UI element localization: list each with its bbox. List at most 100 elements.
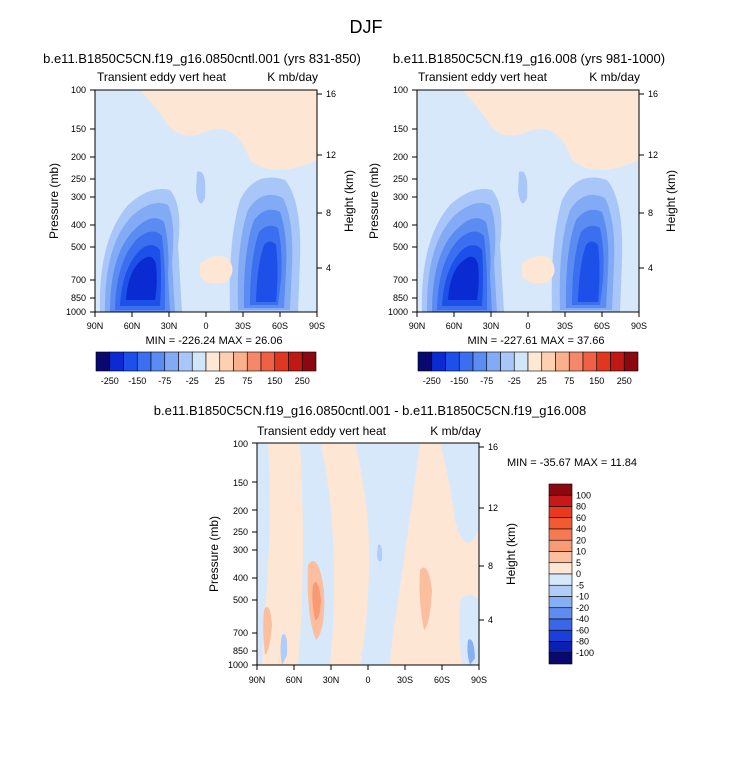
y-tick-label: 700 — [71, 275, 86, 285]
y-tick-label: 700 — [233, 628, 248, 638]
x-tick-label: 60S — [272, 321, 288, 331]
y-tick-label: 700 — [393, 275, 408, 285]
panel-3-title: b.e11.B1850C5CN.f19_g16.0850cntl.001 - b… — [154, 403, 586, 418]
colorbar-box — [541, 351, 556, 372]
colorbar-box — [205, 351, 221, 372]
colorbar-label: -10 — [576, 592, 589, 602]
y-tick-label: 850 — [233, 646, 248, 656]
y-tick-label: 850 — [393, 293, 408, 303]
colorbar-label: -75 — [158, 376, 171, 386]
y2-tick-label: 8 — [488, 561, 493, 571]
x-tick-label: 60S — [434, 675, 450, 685]
panel-1-right-subtitle: K mb/day — [267, 70, 318, 84]
panel-2-field — [417, 90, 639, 312]
x-tick-label: 90S — [471, 675, 487, 685]
panel-3-y2label: Height (km) — [504, 523, 518, 585]
colorbar-box — [472, 351, 488, 372]
x-tick-label: 90N — [249, 675, 266, 685]
colorbar-label: 75 — [564, 376, 574, 386]
y-tick-label: 1000 — [66, 307, 86, 317]
panel-3-left-subtitle: Transient eddy vert heat — [257, 424, 387, 438]
colorbar-label: -150 — [128, 376, 146, 386]
colorbar-label: 25 — [215, 376, 225, 386]
colorbar-box — [548, 539, 573, 552]
x-tick-label: 30N — [323, 675, 340, 685]
panel-3-field — [257, 443, 479, 665]
y2-tick-label: 8 — [648, 208, 653, 218]
y-tick-label: 100 — [233, 439, 248, 449]
y-tick-label: 300 — [71, 192, 86, 202]
panel-3-right-subtitle: K mb/day — [430, 424, 481, 438]
panel-1-x-ticks: 90N 60N 30N 0 30S 60S 90S — [87, 321, 325, 331]
colorbar-label: 150 — [589, 376, 604, 386]
colorbar-label: 0 — [576, 569, 581, 579]
colorbar-box — [288, 351, 303, 372]
colorbar-label: -20 — [576, 603, 589, 613]
colorbar-label: -75 — [480, 376, 493, 386]
colorbar-box — [164, 351, 179, 372]
x-tick-label: 60N — [124, 321, 141, 331]
y-tick-label: 200 — [71, 152, 86, 162]
colorbar-box — [417, 351, 433, 372]
panel-2-title: b.e11.B1850C5CN.f19_g16.008 (yrs 981-100… — [393, 51, 665, 66]
panel-2-y-ticks: 100 150 200 250 300 400 500 700 850 1000 — [388, 85, 408, 317]
y2-tick-label: 8 — [326, 208, 331, 218]
y2-tick-label: 16 — [488, 442, 498, 452]
x-tick-label: 0 — [525, 321, 530, 331]
colorbar-box — [548, 528, 573, 541]
y-tick-label: 850 — [71, 293, 86, 303]
colorbar-box — [548, 584, 573, 597]
y-tick-label: 400 — [233, 573, 248, 583]
colorbar-box — [548, 494, 573, 507]
y-tick-label: 100 — [393, 85, 408, 95]
panel-3-y-ticks: 100 150 200 250 300 400 500 700 850 1000 — [228, 439, 248, 670]
colorbar-box — [233, 351, 248, 372]
colorbar-box — [596, 351, 611, 372]
x-tick-label: 90S — [631, 321, 647, 331]
colorbar-box — [623, 351, 639, 372]
colorbar-label: 250 — [617, 376, 632, 386]
x-tick-label: 60N — [446, 321, 463, 331]
y-tick-label: 1000 — [228, 660, 248, 670]
x-tick-label: 30S — [397, 675, 413, 685]
colorbar-box — [513, 351, 529, 372]
panel-3: b.e11.B1850C5CN.f19_g16.0850cntl.001 - b… — [154, 403, 637, 685]
y-tick-label: 100 — [71, 85, 86, 95]
colorbar-label: -150 — [450, 376, 468, 386]
panel-1-y2-ticks: 4 8 12 16 — [326, 89, 336, 273]
colorbar-box — [555, 351, 570, 372]
colorbar-label: 20 — [576, 535, 586, 545]
colorbar-label: 75 — [242, 376, 252, 386]
colorbar-box — [191, 351, 207, 372]
panel-2-y2label: Height (km) — [664, 170, 678, 232]
colorbar-label: -100 — [576, 648, 594, 658]
x-tick-label: 30S — [557, 321, 573, 331]
colorbar-label: -25 — [186, 376, 199, 386]
panel-2-colorbar: -250 -150 -75 -25 25 75 150 250 — [417, 351, 639, 386]
x-tick-label: 30S — [235, 321, 251, 331]
x-tick-label: 60S — [594, 321, 610, 331]
colorbar-box — [445, 351, 460, 372]
colorbar-label: 10 — [576, 547, 586, 557]
colorbar-box — [109, 351, 124, 372]
colorbar-box — [548, 551, 573, 564]
y-tick-label: 500 — [393, 242, 408, 252]
colorbar-box — [548, 562, 573, 575]
panel-1-ylabel: Pressure (mb) — [47, 163, 61, 239]
y-tick-label: 500 — [71, 242, 86, 252]
colorbar-box — [246, 351, 262, 372]
y-tick-label: 400 — [393, 220, 408, 230]
colorbar-box — [610, 351, 625, 372]
colorbar-label: 80 — [576, 502, 586, 512]
x-tick-label: 90N — [409, 321, 426, 331]
colorbar-box — [548, 596, 573, 609]
y-tick-label: 250 — [393, 174, 408, 184]
x-tick-label: 0 — [365, 675, 370, 685]
colorbar-box — [568, 351, 584, 372]
y2-tick-label: 4 — [326, 263, 331, 273]
figure-title: DJF — [350, 17, 383, 37]
y2-tick-label: 16 — [648, 89, 658, 99]
panel-2: b.e11.B1850C5CN.f19_g16.008 (yrs 981-100… — [367, 51, 678, 386]
x-tick-label: 30N — [161, 321, 178, 331]
